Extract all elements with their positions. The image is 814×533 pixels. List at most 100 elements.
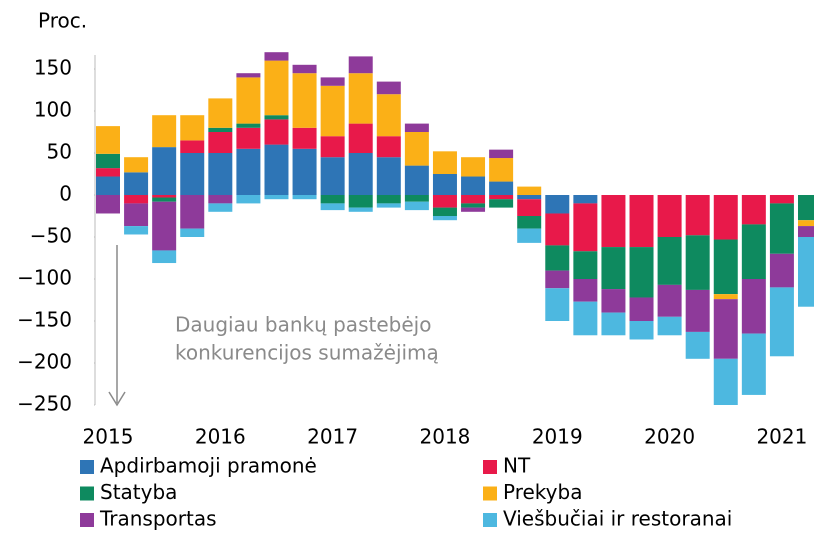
- bar-segment: [601, 195, 626, 248]
- bar-segment: [685, 195, 710, 236]
- bar-segment: [348, 123, 373, 153]
- bar-segment: [517, 216, 542, 229]
- bar-segment: [376, 157, 401, 195]
- bar-segment: [348, 56, 373, 74]
- y-tick-label: 0: [59, 182, 72, 206]
- bar-segment: [124, 226, 149, 235]
- bar-segment: [629, 247, 654, 298]
- legend-label: Viešbučiai ir restoranai: [503, 507, 732, 531]
- bar-segment: [96, 168, 120, 177]
- bar-segment: [769, 195, 794, 204]
- bar-segment: [713, 294, 738, 300]
- bar-segment: [517, 228, 542, 243]
- bar-segment: [376, 136, 401, 158]
- bar-segment: [461, 176, 486, 195]
- legend-swatch: [483, 460, 497, 474]
- bar-segment: [152, 201, 177, 251]
- bar-segment: [573, 203, 598, 252]
- bar-segment: [461, 157, 486, 177]
- bar-segment: [292, 127, 317, 149]
- y-tick-label: 100: [34, 98, 72, 122]
- bar-segment: [376, 81, 401, 95]
- legend-label: Transportas: [99, 507, 217, 531]
- bar-segment: [798, 220, 814, 227]
- bar-segment: [124, 157, 149, 173]
- bar-segment: [432, 207, 457, 216]
- bar-segment: [348, 73, 373, 124]
- bar-segment: [798, 226, 814, 237]
- bar-segment: [489, 199, 514, 208]
- bar-segment: [769, 287, 794, 357]
- bar-segment: [264, 52, 289, 61]
- bar-segment: [320, 203, 345, 211]
- annotation: konkurencijos sumažėjimą: [175, 341, 439, 365]
- bar-segment: [152, 195, 177, 198]
- bar-segment: [96, 153, 120, 169]
- bar-segment: [152, 115, 177, 148]
- bar-segment: [741, 333, 766, 395]
- x-tick-label: 2018: [420, 425, 471, 449]
- bar-segment: [348, 207, 373, 212]
- bar-segment: [545, 195, 570, 214]
- x-tick-label: 2020: [644, 425, 695, 449]
- bar-segment: [208, 203, 233, 212]
- bar-segment: [292, 148, 317, 195]
- bar-segment: [461, 195, 486, 204]
- bar-segment: [657, 237, 682, 285]
- bar-segment: [152, 250, 177, 264]
- bar-segment: [180, 228, 205, 237]
- bar-segment: [432, 195, 457, 208]
- bar-segment: [798, 195, 814, 221]
- bar-segment: [769, 253, 794, 288]
- bar-segment: [292, 73, 317, 128]
- bar-segment: [685, 331, 710, 359]
- bar-segment: [685, 235, 710, 290]
- bar-segment: [517, 195, 542, 200]
- legend-swatch: [80, 460, 94, 474]
- bar-segment: [657, 284, 682, 317]
- bar-segment: [180, 115, 205, 141]
- bar-segment: [236, 73, 261, 78]
- annotation: Daugiau bankų pastebėjo: [175, 313, 431, 337]
- bar-segment: [236, 148, 261, 195]
- bar-segment: [741, 195, 766, 225]
- bar-segment: [208, 98, 233, 128]
- bar-segment: [657, 195, 682, 237]
- bar-segment: [741, 224, 766, 279]
- y-axis-label: Proc.: [38, 9, 87, 33]
- bar-segment: [376, 195, 401, 204]
- legend-label: NT: [503, 454, 531, 478]
- bar-segment: [432, 174, 457, 195]
- bar-segment: [320, 85, 345, 137]
- bar-segment: [629, 321, 654, 340]
- bar-segment: [489, 149, 514, 159]
- y-tick-label: −150: [17, 308, 72, 332]
- bar-segment: [404, 201, 429, 211]
- bar-segment: [96, 195, 120, 214]
- bar-segment: [320, 195, 345, 204]
- bar-segment: [264, 60, 289, 116]
- legend-swatch: [80, 486, 94, 501]
- bar-segment: [432, 151, 457, 174]
- bar-segment: [545, 245, 570, 271]
- bar-segment: [545, 213, 570, 246]
- legend-swatch: [483, 486, 497, 501]
- bar-segment: [489, 181, 514, 195]
- bar-segment: [573, 279, 598, 302]
- bar-segment: [348, 195, 373, 208]
- bar-segment: [180, 140, 205, 153]
- bar-segment: [741, 279, 766, 334]
- x-tick-label: 2016: [195, 425, 246, 449]
- legend-label: Prekyba: [503, 480, 582, 504]
- bar-segment: [404, 195, 429, 202]
- bar-segment: [180, 195, 205, 229]
- bar-segment: [264, 119, 289, 145]
- bar-segment: [432, 216, 457, 221]
- bar-segment: [208, 153, 233, 195]
- x-tick-label: 2021: [756, 425, 807, 449]
- bar-segment: [601, 247, 626, 290]
- bar-segment: [96, 126, 120, 154]
- bar-segment: [713, 358, 738, 405]
- bar-segment: [489, 195, 514, 200]
- bar-segment: [713, 195, 738, 240]
